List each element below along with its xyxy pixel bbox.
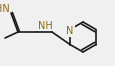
Text: NH: NH — [38, 21, 52, 31]
Text: N: N — [66, 25, 73, 36]
Text: HN: HN — [0, 4, 10, 14]
